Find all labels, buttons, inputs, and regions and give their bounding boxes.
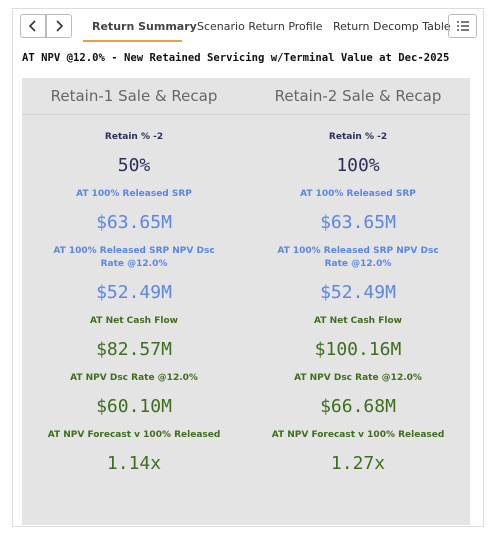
kpi-label: AT NPV Forecast v 100% Released [271, 430, 445, 440]
tab[interactable]: Return Summary [92, 20, 197, 33]
kpi-value: 1.27x [330, 453, 386, 474]
frame [12, 8, 484, 527]
kpi-list: Retain % -2 100% AT 100% Released SRP $63.6… [246, 115, 470, 478]
column: Retain-2 Sale & Recap Retain % -2 100% AT 1… [246, 78, 470, 486]
kpi-value: 50% [117, 155, 151, 176]
kpi-label: AT Net Cash Flow [314, 316, 402, 326]
kpi-label: AT Net Cash Flow [90, 316, 178, 326]
kpi-label: AT 100% Released SRP NPV Dsc Rate @12.0% [277, 246, 439, 269]
forward-icon [56, 20, 64, 32]
back-button[interactable] [20, 14, 46, 38]
kpi-value: 1.14x [106, 453, 162, 474]
tab[interactable]: Return Decomp Table [333, 20, 451, 33]
kpi-value: $63.65M [96, 212, 172, 233]
kpi-value: $63.65M [320, 212, 396, 233]
column-header: Retain-1 Sale & Recap [22, 78, 246, 115]
forward-button[interactable] [46, 14, 72, 38]
kpi-value: $100.16M [314, 339, 402, 360]
column: Retain-1 Sale & Recap Retain % -2 50% AT 10… [22, 78, 246, 486]
tab[interactable]: Scenario Return Profile [197, 20, 323, 33]
kpi-label: AT NPV Dsc Rate @12.0% [70, 373, 198, 383]
kpi-value: $66.68M [320, 396, 396, 417]
kpi-label: Retain % -2 [104, 132, 164, 142]
kpi-label: AT NPV Dsc Rate @12.0% [294, 373, 422, 383]
active-tab-indicator [83, 40, 182, 42]
kpi-panel: Retain-1 Sale & Recap Retain % -2 50% AT 10… [22, 78, 470, 525]
kpi-value: 100% [336, 155, 380, 176]
kpi-list: Retain % -2 50% AT 100% Released SRP $63.65… [22, 115, 246, 478]
kpi-value: $52.49M [320, 282, 396, 303]
kpi-label: AT 100% Released SRP [76, 189, 192, 199]
menu-icon [457, 21, 469, 31]
kpi-label: AT NPV Forecast v 100% Released [47, 430, 221, 440]
title: AT NPV @12.0% - New Retained Servicing w… [22, 52, 450, 64]
kpi-label: AT 100% Released SRP [300, 189, 416, 199]
kpi-value: $52.49M [96, 282, 172, 303]
kpi-value: $60.10M [96, 396, 172, 417]
kpi-label: Retain % -2 [328, 132, 388, 142]
menu-button[interactable] [448, 14, 477, 38]
column-header: Retain-2 Sale & Recap [246, 78, 470, 115]
kpi-label: AT 100% Released SRP NPV Dsc Rate @12.0% [53, 246, 215, 269]
back-icon [28, 20, 36, 32]
kpi-value: $82.57M [96, 339, 172, 360]
